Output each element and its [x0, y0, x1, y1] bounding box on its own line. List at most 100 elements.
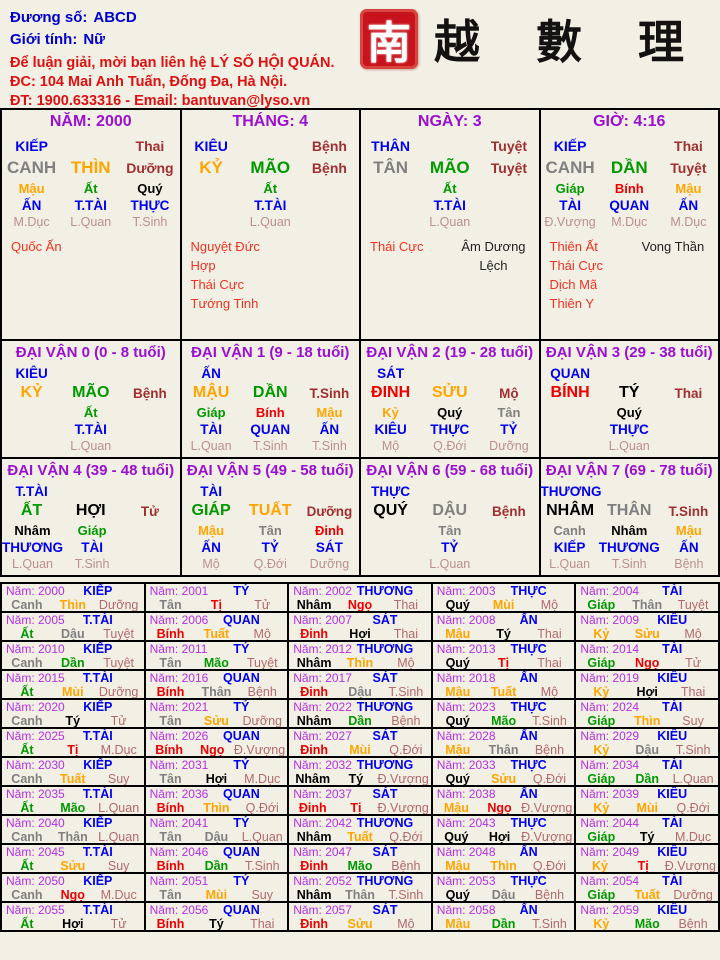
- row: ẤT HỢI Tử: [2, 500, 180, 522]
- year-stage: Bệnh: [391, 859, 421, 872]
- year-label: Năm: 2033: [436, 758, 496, 772]
- heavenly-stem: CANH: [7, 158, 57, 177]
- notes-area: Thái Cực Âm Dương Lệch: [361, 237, 539, 275]
- year-stage: Dưỡng: [98, 685, 139, 698]
- heavenly-stem: TÂN: [373, 158, 409, 177]
- year-label: Năm: 2003: [436, 584, 496, 598]
- year-line-2: Đinh Sửu Mộ: [291, 917, 429, 930]
- year-star: QUAN: [222, 845, 260, 859]
- row: KIÊU: [2, 364, 180, 382]
- life-stage: Bệnh: [492, 503, 526, 519]
- year-stem: Mậu: [445, 743, 471, 756]
- dai-van-cell-6: ĐẠI VẬN 6 (59 - 68 tuổi) THỰC QUÝ DẬU Bệnh Tâ…: [361, 459, 539, 575]
- year-label: Năm: 2050: [6, 874, 65, 888]
- year-line-2: Bính Thìn Q.Đới: [148, 801, 286, 814]
- year-stem: Ất: [20, 917, 34, 930]
- year-stage: M.Dục: [100, 743, 137, 756]
- hidden-star: THỰC: [130, 198, 170, 213]
- year-branch: Thìn: [634, 714, 661, 727]
- subject-value: ABCD: [93, 9, 137, 26]
- year-stage: Thai: [393, 627, 419, 640]
- year-line-1: Năm: 2022 THƯƠNG: [291, 701, 429, 714]
- year-star: TỶ: [233, 816, 250, 830]
- year-stem: Quý: [444, 830, 469, 843]
- hidden-stem-stack: Nhâm THƯƠNG T.Sinh: [599, 522, 660, 572]
- year-stage: T.Sinh: [388, 888, 424, 901]
- year-stem: Đinh: [300, 917, 329, 930]
- year-branch: Dần: [348, 714, 372, 727]
- year-line-2: Nhâm Tý Đ.Vượng: [291, 772, 429, 785]
- year-stage: Đ.Vượng: [377, 772, 429, 785]
- year-star: TỶ: [233, 584, 250, 598]
- pillar-cell-2: NGÀY: 3 THÂN Tuyệt TÂN MÃO Tuyệt Ất T.TÀI L.Quan…: [361, 110, 539, 339]
- year-branch: Hợi: [62, 917, 84, 930]
- year-star: QUAN: [222, 671, 260, 685]
- year-line-2: Mậu Dần T.Sinh: [435, 917, 573, 930]
- life-stage: Bệnh: [133, 385, 167, 401]
- year-line-1: Năm: 2019 KIÊU: [578, 672, 716, 685]
- year-branch: Tý: [639, 830, 655, 843]
- year-star: THỰC: [510, 758, 547, 772]
- hidden-star: KIÊU: [374, 422, 407, 437]
- year-stem: Kỷ: [593, 801, 610, 814]
- year-line-2: Tân Hợi M.Dục: [148, 772, 286, 785]
- pillars-and-daivan-grid: NĂM: 2000 KIẾP Thai CANH THÌN Dưỡng Mậu ẤN M.Dục…: [0, 108, 720, 577]
- seal-icon: 南: [359, 9, 418, 69]
- life-stage-top: Thai: [674, 137, 703, 154]
- year-star: QUAN: [222, 613, 260, 627]
- year-branch: Tý: [65, 714, 81, 727]
- auspicious-star: Quốc Ấn: [11, 239, 62, 254]
- hidden-stem-stack: Quý THỰC L.Quan: [600, 404, 659, 454]
- year-stage: Mộ: [540, 598, 559, 611]
- year-star: TÀI: [662, 816, 683, 830]
- year-branch: Sửu: [60, 859, 86, 872]
- year-line-1: Năm: 2052 THƯƠNG: [291, 875, 429, 888]
- hidden-star: SÁT: [315, 540, 343, 555]
- year-stage: Suy: [682, 714, 704, 727]
- year-cell-2050: Năm: 2050 KIẾP Canh Ngọ M.Dục: [2, 874, 144, 901]
- notes-area: Nguyệt Đức Hợp Thái Cực Tướng Tinh: [182, 237, 360, 313]
- year-line-1: Năm: 2028 ẤN: [435, 730, 573, 743]
- year-star: THỰC: [510, 700, 547, 714]
- year-star: T.TÀI: [82, 613, 113, 627]
- hidden-stage: L.Quan: [11, 557, 53, 571]
- dai-van-cell-2: ĐẠI VẬN 2 (19 - 28 tuổi) SÁT ĐINH SỬU Mộ Kỷ KI…: [361, 341, 539, 457]
- year-label: Năm: 2030: [6, 758, 65, 772]
- pillar-cell-1: THÁNG: 4 KIÊU Bệnh KỶ MÃO Bệnh Ất T.TÀI L.Quan Ng…: [181, 110, 360, 339]
- year-line-2: Ất Sửu Suy: [4, 859, 142, 872]
- year-line-1: Năm: 2003 THỰC: [435, 585, 573, 598]
- year-line-2: Quý Mùi Mộ: [435, 598, 573, 611]
- year-stage: Đ.Vượng: [664, 859, 717, 872]
- hidden-stage: Bệnh: [674, 557, 704, 571]
- year-stage: Q.Đới: [532, 859, 567, 872]
- year-label: Năm: 2057: [293, 903, 352, 917]
- year-label: Năm: 2048: [436, 845, 496, 859]
- hidden-stem: Canh: [553, 523, 586, 538]
- year-cell-2016: Năm: 2016 QUAN Bính Thân Bệnh: [145, 671, 288, 698]
- year-stem: Nhâm: [296, 714, 332, 727]
- year-star: TÀI: [662, 874, 683, 888]
- hidden-stem: Quý: [437, 405, 463, 420]
- hidden-star: T.TÀI: [433, 198, 466, 213]
- year-branch: Tị: [350, 801, 362, 814]
- hidden-stem-stack: Mậu ẤN M.Dục: [659, 180, 718, 230]
- hidden-star: THƯƠNG: [2, 540, 63, 555]
- row: TÂN MÃO Tuyệt: [361, 156, 539, 180]
- year-cell-2052: Năm: 2052 THƯƠNG Nhâm Thân T.Sinh: [289, 874, 431, 901]
- row: Canh KIẾP L.Quan Nhâm THƯƠNG T.Sinh Mậu ẤN Bệnh: [541, 522, 719, 572]
- year-branch: Sửu: [634, 627, 660, 640]
- year-stem: Đinh: [300, 743, 329, 756]
- year-star: THƯƠNG: [356, 584, 414, 598]
- year-star: THỰC: [510, 874, 547, 888]
- hidden-stem-stack: Nhâm THƯƠNG L.Quan: [2, 522, 63, 572]
- year-branch: Thân: [488, 743, 519, 756]
- year-cell-2025: Năm: 2025 T.TÀI Ất Tị M.Dục: [2, 729, 144, 756]
- year-branch: Mão: [347, 859, 373, 872]
- year-line-2: Tân Mùi Suy: [148, 888, 286, 901]
- note-black: [89, 237, 179, 256]
- note-black: [269, 237, 359, 313]
- year-stage: Mộ: [253, 627, 271, 640]
- year-label: Năm: 2007: [293, 613, 352, 627]
- hidden-stem-stack: [2, 404, 61, 454]
- year-line-2: Giáp Tuất Dưỡng: [578, 888, 716, 901]
